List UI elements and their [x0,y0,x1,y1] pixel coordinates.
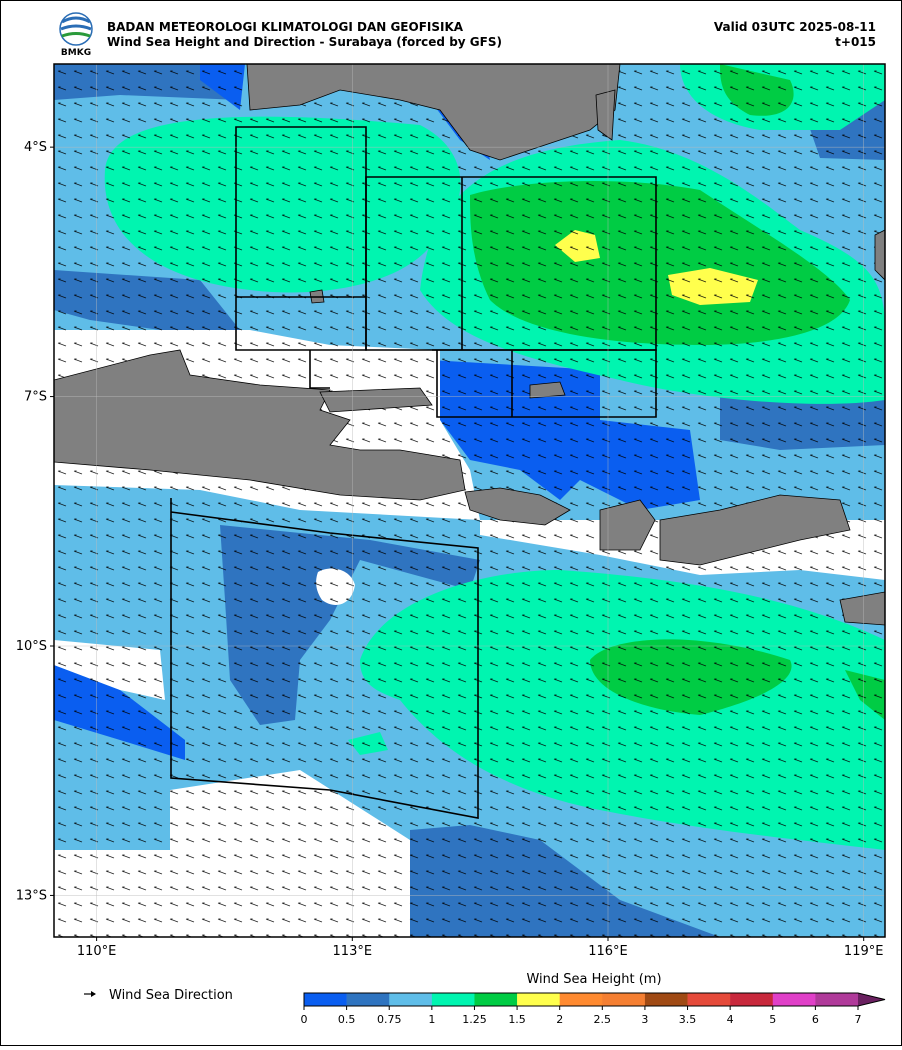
colorbar-tick-label: 1.5 [508,1013,526,1026]
land [54,349,466,501]
land [464,487,571,526]
lead-time: t+015 [835,35,876,49]
colorbar-segment [517,993,560,1006]
logo-text: BMKG [61,48,91,58]
colorbar-label: Wind Sea Height (m) [526,972,661,987]
colorbar-tick-label: 6 [812,1013,819,1026]
colorbar-tick-label: 4 [727,1013,734,1026]
colorbar-tick-label: 1 [428,1013,435,1026]
domain-box [309,349,657,418]
domain-box [170,498,479,819]
colorbar-segment [346,993,390,1006]
colorbar-segment [687,993,731,1006]
colorbar-tick-label: 3 [641,1013,648,1026]
logo: BMKG [59,12,93,58]
colorbar-segment [602,993,646,1006]
y-tick-label: 7°S [24,390,47,405]
colorbar-segment [730,993,774,1006]
y-tick-label: 4°S [24,140,47,155]
land [529,381,566,399]
y-tick-label: 13°S [16,888,47,903]
land [874,229,885,281]
direction-legend [84,991,96,997]
land [595,89,616,141]
grid [50,64,885,941]
colorbar-segment [431,993,475,1006]
colorbar-segment [644,993,688,1006]
colorbar-tick-label: 1.25 [462,1013,487,1026]
land [246,64,621,161]
map-field [54,64,885,937]
land [599,499,656,551]
colorbar-segment [815,993,859,1006]
colorbar-extend [858,993,885,1006]
x-tick-label: 116°E [588,944,628,959]
x-tick-label: 119°E [844,944,884,959]
colorbar-tick-label: 7 [855,1013,862,1026]
land [319,387,433,413]
colorbar-segment [389,993,433,1006]
y-tick-label: 10°S [16,639,47,654]
colorbar-tick-label: 0 [301,1013,308,1026]
colorbar-tick-label: 2 [556,1013,563,1026]
colorbar-tick-label: 0.75 [377,1013,402,1026]
x-tick-label: 113°E [333,944,373,959]
legend-label: Wind Sea Direction [109,988,233,1003]
x-tick-label: 110°E [77,944,117,959]
colorbar-segment [559,993,603,1006]
land [659,494,851,566]
colorbar-tick-label: 2.5 [594,1013,612,1026]
valid-time: Valid 03UTC 2025-08-11 [714,20,876,34]
colorbar-segment [474,993,518,1006]
colorbar-tick-label: 0.5 [338,1013,356,1026]
land [839,591,885,626]
colorbar-segment [772,993,816,1006]
colorbar-tick-label: 3.5 [679,1013,697,1026]
map-frame [53,63,886,938]
colorbar-outline [303,992,886,1007]
colorbar: 0 0.5 0.75 1 1.25 1.5 2 2.5 3 3.5 4 5 6 7 [301,992,886,1026]
colorbar-tick-label: 5 [769,1013,776,1026]
map-title: Wind Sea Height and Direction - Surabaya… [107,35,502,49]
agency-name: BADAN METEOROLOGI KLIMATOLOGI DAN GEOFIS… [107,20,464,34]
colorbar-segment [304,993,347,1006]
